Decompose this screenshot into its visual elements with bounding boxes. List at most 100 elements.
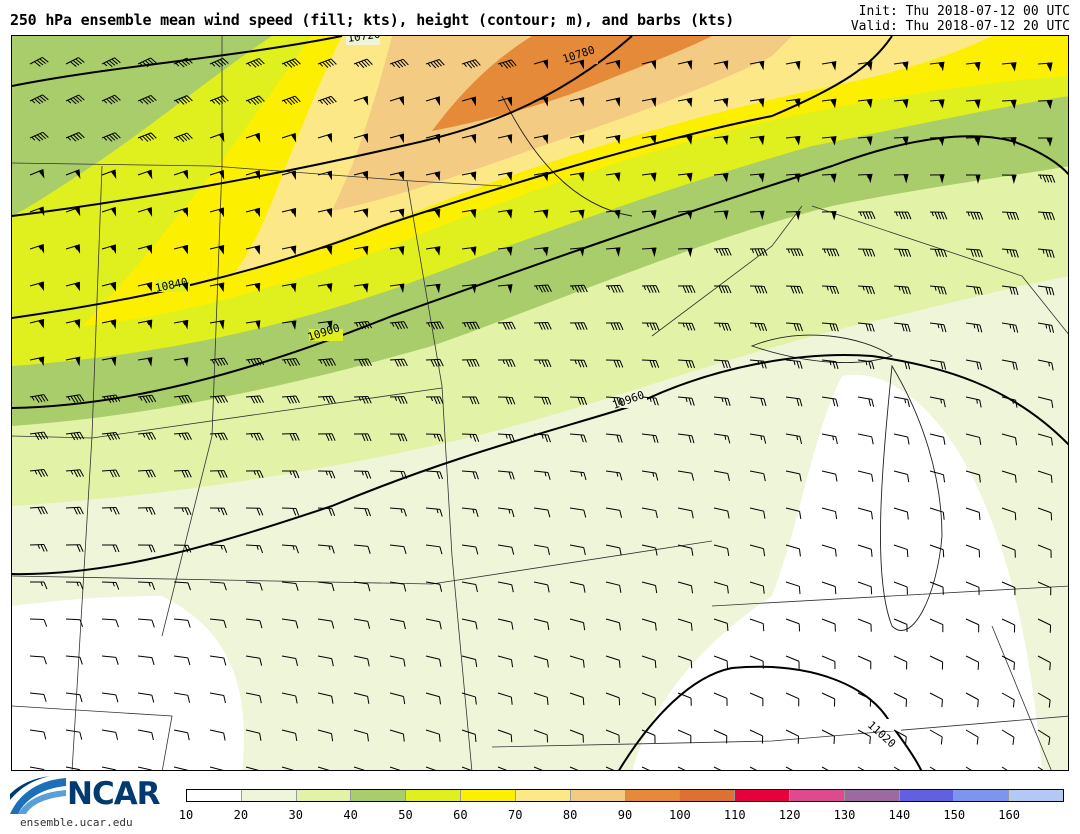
wind-barb (965, 61, 981, 72)
wind-barb (353, 507, 371, 517)
wind-barb (749, 470, 766, 482)
wind-barb (1037, 322, 1055, 333)
colorbar-swatch (296, 790, 352, 801)
wind-barb (677, 322, 696, 331)
wind-barb (173, 207, 189, 218)
wind-barb (569, 470, 587, 481)
wind-barb (641, 692, 656, 706)
wind-barb (353, 95, 369, 106)
wind-barb (245, 692, 262, 704)
wind-barb (389, 692, 406, 705)
wind-barb (1037, 62, 1053, 72)
wind-barb (641, 359, 660, 368)
colorbar-tick-label: 30 (288, 808, 303, 822)
wind-barb (281, 544, 299, 554)
wind-barb (641, 285, 660, 293)
wind-barb (713, 766, 727, 770)
wind-barb (1001, 470, 1017, 483)
wind-barb (641, 396, 659, 406)
wind-barb (389, 507, 407, 517)
wind-barb (605, 59, 621, 70)
wind-barb (749, 507, 766, 519)
wind-barb (65, 244, 81, 254)
state-border (161, 36, 223, 637)
wind-barb (1001, 581, 1016, 596)
wind-barb (29, 469, 49, 478)
wind-barb (893, 61, 909, 72)
contour-10900 (12, 135, 1068, 409)
wind-barb (569, 284, 588, 293)
wind-barb (29, 655, 47, 665)
wind-barb (785, 581, 801, 594)
wind-barb (965, 692, 979, 708)
wind-barb (965, 248, 983, 258)
wind-barb (101, 655, 119, 665)
wind-barb (713, 655, 729, 669)
wind-barb (533, 729, 549, 743)
wind-barb (749, 433, 767, 444)
wind-barb (209, 655, 227, 666)
wind-barb (65, 319, 81, 329)
colorbar-tick-label: 130 (833, 808, 856, 822)
ncar-logo-text: NCAR (67, 776, 161, 812)
wind-barb (677, 210, 693, 220)
wind-barb (425, 507, 443, 517)
wind-barb (749, 396, 767, 407)
wind-barb (317, 133, 333, 143)
wind-barb (1037, 248, 1055, 258)
wind-barb (461, 284, 477, 294)
wind-barb (1037, 359, 1054, 371)
wind-barb (137, 394, 157, 404)
wind-barb (173, 95, 193, 105)
wind-barb (65, 206, 81, 217)
colorbar-tick-label: 100 (669, 808, 691, 822)
wind-barb (965, 618, 980, 633)
wind-barb (425, 171, 441, 181)
wind-barb (785, 729, 800, 744)
wind-barb (533, 544, 551, 555)
wind-barb (821, 98, 837, 109)
wind-barb (245, 544, 264, 554)
wind-barb (605, 284, 624, 293)
wind-barb (29, 243, 45, 254)
wind-barb (497, 655, 514, 668)
wind-barb (389, 96, 405, 106)
wind-barb (569, 172, 585, 182)
wind-barb (209, 357, 229, 367)
wind-barb (1037, 285, 1055, 296)
wind-barb (1001, 99, 1017, 110)
wind-barb (65, 469, 84, 478)
wind-barb (569, 247, 585, 257)
lake-michigan (880, 364, 943, 631)
wind-barb (893, 470, 910, 483)
wind-barb (641, 581, 658, 594)
wind-barb (425, 544, 443, 555)
wind-barb (101, 469, 120, 478)
wind-barb (857, 359, 875, 370)
wind-barb (353, 433, 372, 442)
wind-barb (749, 98, 765, 108)
wind-barb (713, 618, 729, 632)
wind-barb (749, 135, 765, 146)
wind-barb (425, 96, 441, 107)
wind-barb (101, 244, 116, 255)
wind-barb (677, 97, 693, 108)
wind-barb (533, 507, 551, 518)
wind-barb (749, 248, 768, 257)
contour-10960 (12, 354, 1068, 576)
wind-barb (317, 618, 335, 629)
wind-barb (569, 581, 586, 593)
wind-barb (857, 248, 876, 257)
wind-barb (173, 169, 189, 180)
wind-barb (605, 544, 622, 556)
wind-barb (353, 544, 371, 554)
wind-barb (821, 136, 837, 146)
wind-barb (137, 618, 155, 628)
wind-barb (641, 433, 659, 444)
wind-barb (641, 322, 660, 331)
wind-barb (317, 433, 336, 441)
wind-barb (785, 173, 801, 183)
fill-90-100 (432, 36, 712, 131)
wind-barb (65, 655, 83, 665)
wind-barb (857, 618, 872, 632)
